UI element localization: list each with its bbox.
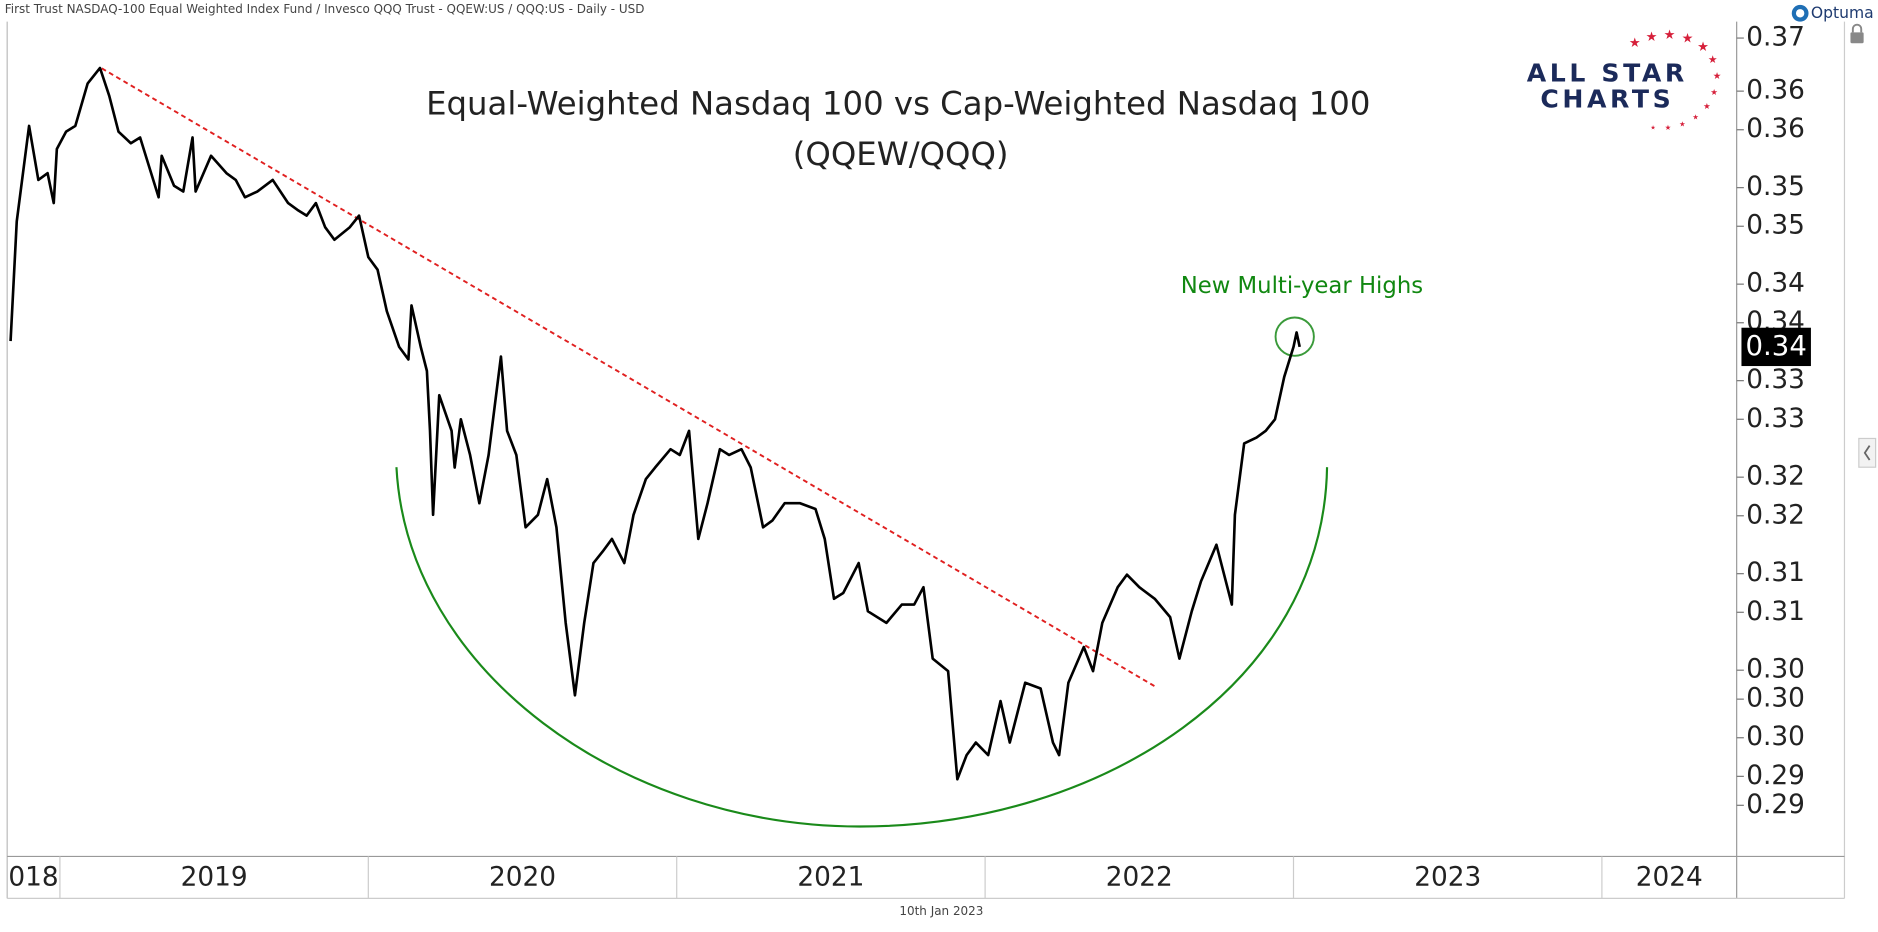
logo-star: ★: [1697, 40, 1709, 55]
logo-star: ★: [1713, 71, 1722, 82]
logo-star: ★: [1650, 125, 1655, 132]
last-value-box: [1741, 327, 1811, 367]
trend-line: [101, 67, 1158, 689]
annotation: New Multi-year Highs: [1181, 273, 1423, 299]
brand-icon-hole: [1795, 9, 1805, 18]
y-tick-label: 0.31: [1746, 597, 1805, 627]
y-tick-label: 0.35: [1746, 172, 1805, 202]
y-tick-label: 0.30: [1746, 722, 1805, 752]
x-tick-label: 2020: [489, 863, 556, 893]
x-tick-label: 2023: [1414, 863, 1481, 893]
x-tick-label: 2021: [797, 863, 864, 893]
highlight-circle: [1274, 316, 1315, 357]
logo-star: ★: [1664, 28, 1676, 43]
y-tick-label: 0.36: [1746, 76, 1805, 106]
x-tick-label: 2019: [181, 863, 248, 893]
logo-star: ★: [1629, 36, 1641, 51]
logo-star: ★: [1710, 87, 1718, 97]
brand: Optuma: [1811, 4, 1874, 22]
logo-line: ALL STAR: [1527, 58, 1688, 87]
y-tick-label: 0.34: [1746, 269, 1805, 299]
logo-star: ★: [1679, 120, 1685, 129]
logo-star: ★: [1708, 53, 1718, 66]
chart-subtitle: (QQEW/QQQ): [793, 135, 1009, 173]
logo-star: ★: [1665, 123, 1671, 132]
price-line: [9, 66, 1301, 781]
y-tick-label: 0.35: [1746, 211, 1805, 241]
y-tick-label: 0.30: [1746, 684, 1805, 714]
y-tick-label: 0.33: [1746, 365, 1805, 395]
y-tick-label: 0.32: [1746, 500, 1805, 530]
logo-line: CHARTS: [1540, 85, 1674, 114]
y-tick-label: 0.30: [1746, 655, 1805, 685]
x-tick-label: 2024: [1636, 863, 1703, 893]
date-label: 10th Jan 2023: [899, 904, 983, 918]
base-arc: [395, 467, 1329, 828]
y-tick-label: 0.37: [1746, 23, 1805, 53]
x-tick-label: 018: [8, 863, 58, 893]
y-tick-label: 0.31: [1746, 558, 1805, 588]
logo: ★ ★ ★ ★ ★ ★ ★ ★ ★ ★ ★ ★ ★: [1629, 28, 1721, 132]
lock-shackle: [1851, 23, 1863, 33]
header: First Trust NASDAQ-100 Equal Weighted In…: [5, 2, 645, 16]
logo-star: ★: [1646, 30, 1658, 45]
y-tick-label: 0.29: [1746, 761, 1805, 791]
side-tab[interactable]: [1858, 437, 1877, 468]
y-tick-label: 0.32: [1746, 462, 1805, 492]
logo-star: ★: [1682, 31, 1694, 46]
y-tick-label: 0.33: [1746, 404, 1805, 434]
x-tick-label: 2022: [1106, 863, 1173, 893]
y-tick-label: 0.36: [1746, 114, 1805, 144]
logo-star: ★: [1692, 112, 1698, 121]
last-value-label: 0.34: [1746, 330, 1807, 362]
logo-star: ★: [1703, 101, 1711, 111]
side-tab-arrow: [1863, 445, 1871, 461]
y-tick-label: 0.29: [1746, 790, 1805, 820]
chart-title: Equal-Weighted Nasdaq 100 vs Cap-Weighte…: [426, 84, 1370, 122]
lock-icon[interactable]: [1850, 32, 1864, 44]
